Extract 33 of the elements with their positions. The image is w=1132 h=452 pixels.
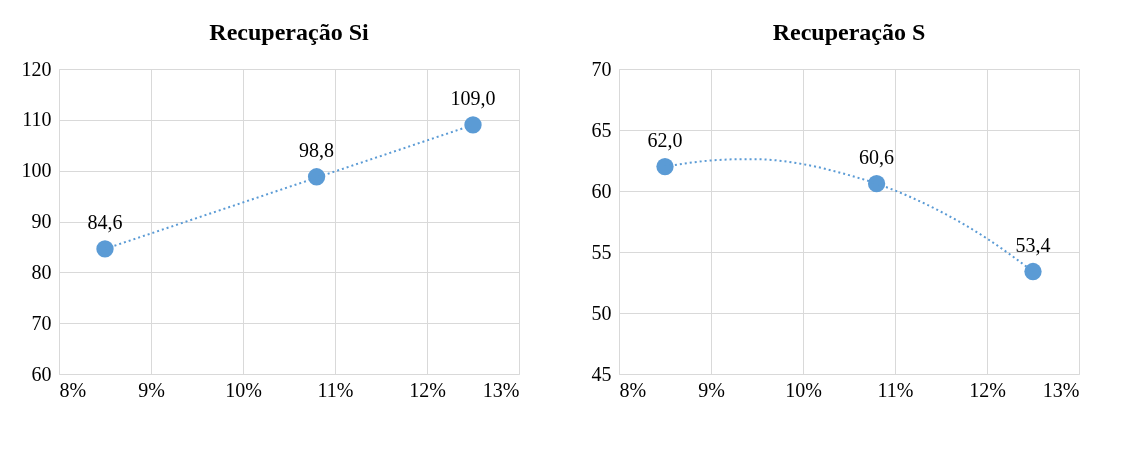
data-label: 98,8 <box>299 138 335 161</box>
y-tick-label: 120 <box>21 57 52 80</box>
x-tick-label: 10% <box>225 378 262 401</box>
y-tick-label: 45 <box>591 362 612 385</box>
data-label: 53,4 <box>1015 233 1051 256</box>
data-label: 62,0 <box>647 128 683 151</box>
y-tick-label: 50 <box>591 301 612 324</box>
x-tick-label: 12% <box>409 378 446 401</box>
y-tick-label: 55 <box>591 240 612 263</box>
x-tick-label: 9% <box>698 378 725 401</box>
x-tick-label: 8% <box>59 378 87 401</box>
x-tick-label: 13% <box>1042 378 1080 401</box>
y-tick-label: 110 <box>22 108 52 131</box>
y-tick-label: 65 <box>591 118 612 141</box>
y-tick-label: 60 <box>31 362 52 385</box>
y-tick-label: 90 <box>31 210 52 232</box>
x-tick-label: 9% <box>138 378 165 401</box>
x-tick-label: 13% <box>482 378 520 401</box>
data-label: 84,6 <box>87 210 123 233</box>
y-tick-label: 70 <box>31 311 52 334</box>
chart-title: Recuperação Si <box>209 19 369 45</box>
y-tick-label: 100 <box>21 159 52 182</box>
x-tick-label: 12% <box>969 378 1006 401</box>
y-tick-label: 80 <box>31 260 52 283</box>
x-tick-label: 11% <box>317 378 354 401</box>
x-tick-label: 8% <box>619 378 647 401</box>
data-label: 60,6 <box>859 145 895 168</box>
data-label: 109,0 <box>450 86 496 109</box>
x-tick-label: 11% <box>877 378 914 401</box>
x-tick-label: 10% <box>785 378 822 401</box>
y-tick-label: 60 <box>591 179 612 202</box>
chart-title: Recuperação S <box>772 19 926 45</box>
y-tick-label: 70 <box>591 57 612 80</box>
